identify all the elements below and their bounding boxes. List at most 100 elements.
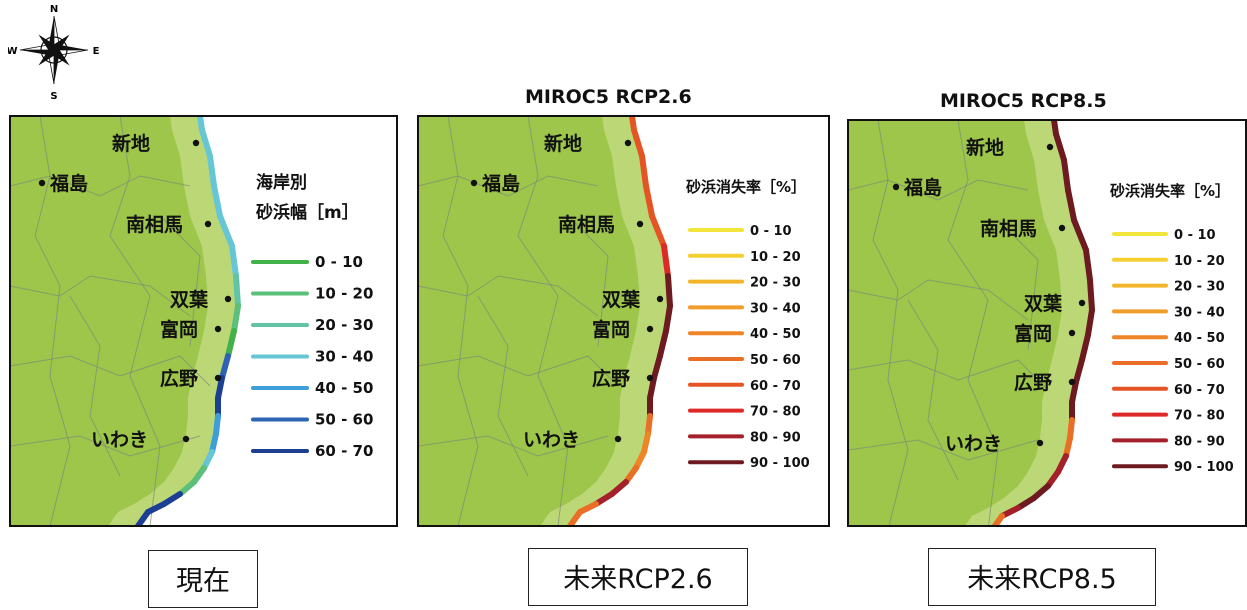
- coast-segment: [577, 501, 599, 515]
- municipal-border: [109, 116, 161, 526]
- coast-segment: [631, 127, 645, 159]
- coast-segment: [1079, 332, 1091, 363]
- lowland-area: [108, 116, 238, 526]
- place-marker: [1078, 299, 1086, 307]
- legend-title: 砂浜消失率［%］: [686, 178, 806, 196]
- municipal-border: [848, 359, 1049, 391]
- coast-segment: [135, 509, 151, 526]
- municipal-border: [418, 435, 609, 457]
- map-title-rcp85: MIROC5 RCP8.5: [940, 90, 1107, 112]
- place-marker: [646, 325, 654, 333]
- place-label: 新地: [544, 132, 582, 155]
- place-label: 広野: [160, 367, 198, 390]
- place-marker: [470, 179, 478, 187]
- place-label: 富岡: [592, 318, 630, 341]
- coast-segment: [1061, 157, 1071, 193]
- compass-e: E: [93, 46, 100, 57]
- caption-current: 現在: [148, 550, 258, 608]
- legend-label: 20 - 30: [750, 276, 801, 291]
- lowland-area: [540, 116, 670, 526]
- place-label: 南相馬: [980, 218, 1037, 240]
- place-marker: [1058, 224, 1066, 232]
- municipal-border: [907, 299, 959, 481]
- place-label: 広野: [1014, 371, 1052, 394]
- compass-rose: N S E W: [6, 2, 100, 102]
- municipal-border: [517, 116, 569, 526]
- coast-segment: [209, 431, 219, 455]
- municipal-border: [997, 219, 1039, 351]
- legend-label: 80 - 90: [1174, 434, 1225, 449]
- coast-segment: [1051, 120, 1059, 137]
- compass-icon: N S E W: [6, 4, 100, 102]
- place-marker: [182, 435, 190, 443]
- coast-segment: [1055, 453, 1069, 475]
- place-marker: [1068, 378, 1076, 386]
- place-label: 福島: [903, 176, 942, 199]
- legend-label: 60 - 70: [750, 379, 801, 394]
- land-area: [848, 120, 1092, 526]
- coast-segment: [629, 116, 637, 133]
- coast-segment: [219, 353, 231, 381]
- place-marker: [204, 220, 212, 228]
- legend-label: 0 - 10: [750, 224, 792, 239]
- coast-segment: [593, 491, 615, 507]
- legend-label: 70 - 80: [1174, 409, 1225, 424]
- municipal-border: [10, 275, 191, 317]
- coast-segment: [1067, 417, 1075, 441]
- place-marker: [38, 179, 46, 187]
- legend-label: 30 - 40: [315, 348, 373, 366]
- legend-label: 10 - 20: [1174, 254, 1225, 269]
- coast-segment: [665, 273, 673, 309]
- municipal-border: [10, 435, 201, 457]
- place-label: 新地: [966, 136, 1004, 159]
- legend-label: 30 - 40: [1174, 305, 1225, 320]
- compass-w: W: [8, 46, 18, 57]
- place-label: 双葉: [1024, 293, 1063, 315]
- municipal-border: [567, 215, 609, 347]
- coast-segment: [1083, 247, 1093, 283]
- municipal-border: [947, 120, 999, 526]
- place-marker: [224, 295, 232, 303]
- coast-segment: [145, 501, 167, 515]
- legend-label: 40 - 50: [750, 327, 801, 342]
- coast-segment: [1071, 217, 1089, 253]
- coast-segment: [213, 413, 221, 437]
- legend-label: 80 - 90: [750, 430, 801, 445]
- coast-segment: [609, 479, 629, 497]
- place-marker: [892, 183, 900, 191]
- legend-label: 0 - 10: [315, 253, 363, 271]
- municipal-border: [418, 275, 599, 317]
- legend-title: 海岸別: [256, 172, 307, 193]
- coast-segment: [641, 431, 651, 455]
- coast-segment: [1063, 435, 1073, 459]
- legend-label: 40 - 50: [1174, 331, 1225, 346]
- land-area: [10, 116, 238, 526]
- municipal-border: [10, 175, 191, 197]
- coast-segment: [643, 183, 655, 219]
- coast-segment: [191, 465, 207, 485]
- municipal-border: [69, 295, 121, 477]
- place-label: いわき: [523, 429, 580, 451]
- coast-segment: [649, 213, 667, 249]
- land-area: [418, 116, 670, 526]
- place-marker: [614, 435, 622, 443]
- caption-rcp26-text: 未来RCP2.6: [563, 564, 713, 595]
- coast-segment: [1065, 187, 1077, 223]
- place-label: 富岡: [160, 318, 198, 341]
- legend-label: 60 - 70: [1174, 383, 1225, 398]
- coast-segment: [661, 243, 671, 279]
- coast-segment: [231, 303, 241, 334]
- coast-segment: [999, 505, 1021, 519]
- place-marker: [214, 374, 222, 382]
- lowland-area: [964, 120, 1092, 526]
- legend-title-2: 砂浜幅［m］: [256, 202, 359, 223]
- municipal-border: [848, 279, 1029, 321]
- legend-label: 20 - 30: [315, 316, 373, 334]
- coast-segment: [1045, 469, 1061, 489]
- coast-segment: [991, 513, 1005, 526]
- place-label: 広野: [592, 367, 630, 390]
- coast-segment: [623, 465, 639, 485]
- place-label: いわき: [945, 433, 1002, 455]
- legend-label: 60 - 70: [315, 442, 373, 460]
